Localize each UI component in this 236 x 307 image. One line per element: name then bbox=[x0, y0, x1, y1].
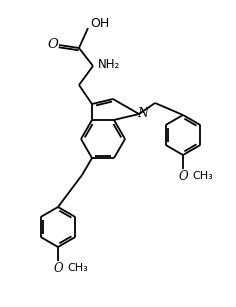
Text: O: O bbox=[48, 37, 59, 50]
Text: NH₂: NH₂ bbox=[98, 57, 120, 71]
Text: O: O bbox=[53, 262, 63, 274]
Text: OH: OH bbox=[90, 17, 109, 29]
Text: CH₃: CH₃ bbox=[192, 171, 213, 181]
Text: N: N bbox=[138, 107, 148, 119]
Text: CH₃: CH₃ bbox=[67, 263, 88, 273]
Text: O: O bbox=[178, 169, 188, 182]
